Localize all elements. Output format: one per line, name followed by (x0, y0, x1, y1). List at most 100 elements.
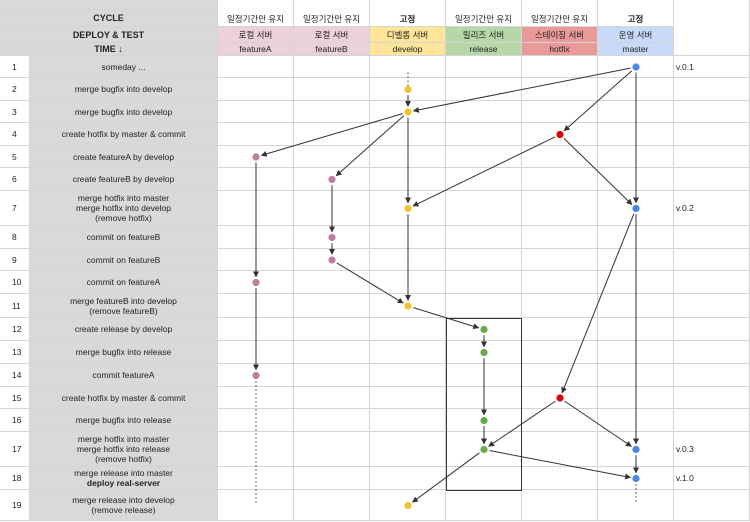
version-label (674, 364, 750, 387)
grid-cell (522, 56, 598, 78)
grid-cell (370, 249, 446, 271)
grid-cell (370, 294, 446, 318)
description-line: merge hotfix into master (77, 434, 170, 444)
grid-cell (446, 249, 522, 271)
branch-cell-develop: develop (370, 43, 446, 56)
version-label (674, 168, 750, 191)
description-line: (remove featureB) (89, 305, 158, 316)
grid-cell (218, 101, 294, 123)
grid-cell (446, 168, 522, 191)
grid-cell (522, 490, 598, 521)
grid-cell (522, 78, 598, 101)
row-description: create featureB by develop (30, 168, 218, 191)
grid-cell (294, 78, 370, 101)
grid-cell (218, 168, 294, 191)
grid-cell (370, 490, 446, 521)
description-line: merge bugfix into release (75, 347, 172, 357)
version-label (674, 101, 750, 123)
row-description: merge featureB into develop (remove featu… (30, 294, 218, 318)
grid-cell (370, 191, 446, 226)
row-description: merge bugfix into develop (30, 101, 218, 123)
grid-cell (598, 490, 674, 521)
grid-cell (598, 226, 674, 249)
description-line: merge release into develop (72, 495, 175, 505)
row-number: 12 (0, 318, 30, 341)
grid-cell (522, 294, 598, 318)
grid-cell (294, 249, 370, 271)
description-line: (remove hotfix) (95, 213, 152, 223)
grid-cell (598, 341, 674, 364)
description-line: merge hotfix into master (77, 193, 170, 203)
server-cell-hotfix: 스테이징 서버 (522, 27, 598, 43)
grid-cell (294, 226, 370, 249)
cycle-cell-release: 일정기간만 유지 (446, 0, 522, 27)
row-number: 19 (0, 490, 30, 521)
row-number: 2 (0, 78, 30, 101)
grid-cell (598, 271, 674, 294)
grid-cell (522, 168, 598, 191)
version-label (674, 249, 750, 271)
grid-cell (598, 168, 674, 191)
grid-cell (218, 387, 294, 409)
grid-cell (218, 490, 294, 521)
cycle-header-label: CYCLE (0, 10, 218, 27)
grid-cell (294, 101, 370, 123)
grid-cell (522, 226, 598, 249)
description-line: create hotfix by master & commit (61, 129, 186, 139)
description-line: deploy real-server (86, 478, 161, 488)
grid-cell (294, 467, 370, 490)
row-description: merge release into master deploy real-ser… (30, 467, 218, 490)
grid-cell (294, 146, 370, 168)
grid-cell (370, 432, 446, 467)
description-line: merge bugfix into develop (74, 106, 173, 117)
row-number: 8 (0, 226, 30, 249)
grid-cell (370, 387, 446, 409)
grid-cell (598, 191, 674, 226)
grid-cell (598, 467, 674, 490)
grid-cell (522, 101, 598, 123)
row-description: create hotfix by master & commit (30, 387, 218, 409)
grid-cell (522, 123, 598, 146)
grid-cell (370, 146, 446, 168)
server-cell-develop: 디벨롭 서버 (370, 27, 446, 43)
grid-cell (598, 387, 674, 409)
row-description: commit on featureB (30, 226, 218, 249)
branch-cell-featureA: featureA (218, 43, 294, 56)
version-label (674, 294, 750, 318)
grid-cell (218, 56, 294, 78)
grid-cell (598, 409, 674, 432)
grid-cell (218, 409, 294, 432)
grid-cell (294, 271, 370, 294)
row-number: 13 (0, 341, 30, 364)
grid-cell (218, 341, 294, 364)
grid-cell (446, 294, 522, 318)
row-number: 16 (0, 409, 30, 432)
cycle-cell-develop: 고정 (370, 0, 446, 27)
cycle-cell-hotfix: 일정기간만 유지 (522, 0, 598, 27)
grid-cell (218, 78, 294, 101)
row-description: create featureA by develop (30, 146, 218, 168)
branch-cell-hotfix: hotfix (522, 43, 598, 56)
grid-cell (522, 432, 598, 467)
row-number: 6 (0, 168, 30, 191)
grid-cell (370, 101, 446, 123)
grid-cell (370, 226, 446, 249)
row-number: 18 (0, 467, 30, 490)
grid-cell (522, 249, 598, 271)
grid-cell (370, 364, 446, 387)
grid-cell (522, 318, 598, 341)
grid-cell (294, 56, 370, 78)
description-line: (remove hotfix) (95, 454, 152, 464)
description-line: create featureA by develop (72, 151, 175, 162)
grid-cell (598, 318, 674, 341)
grid-cell (446, 123, 522, 146)
version-label (674, 341, 750, 364)
row-description: merge release into develop (remove releas… (30, 490, 218, 521)
row-number: 1 (0, 56, 30, 78)
grid-cell (218, 467, 294, 490)
grid-cell (598, 146, 674, 168)
version-label: v.1.0 (674, 467, 750, 490)
description-line: merge hotfix into release (76, 444, 171, 454)
row-description: merge bugfix into develop (30, 78, 218, 101)
